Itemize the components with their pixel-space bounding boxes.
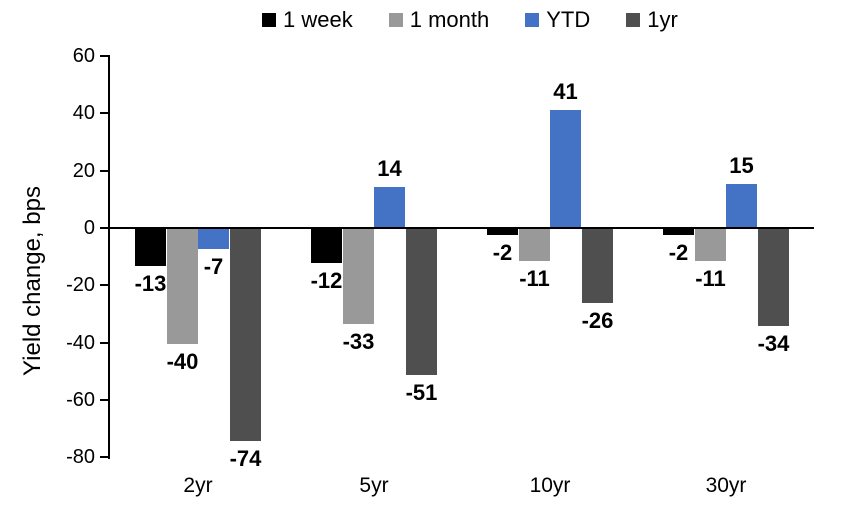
bar-10yr-1-week xyxy=(487,229,518,235)
y-axis-tick--80 xyxy=(100,456,108,459)
y-axis-tick-label-20: 20 xyxy=(72,159,95,182)
bar-value-label-30yr-1-month: -11 xyxy=(695,266,726,291)
y-axis-tick-label--20: -20 xyxy=(66,274,95,297)
bar-value-label-10yr-1yr: -26 xyxy=(581,308,614,333)
legend-item-1-month: 1 month xyxy=(388,7,490,32)
bar-30yr-1-month xyxy=(695,229,726,261)
y-axis-tick-label--80: -80 xyxy=(66,446,95,469)
bar-value-label-5yr-ytd: 14 xyxy=(377,156,402,181)
bar-value-label-10yr-1-month: -11 xyxy=(519,266,550,291)
y-axis-tick-label--60: -60 xyxy=(66,388,95,411)
bar-value-label-2yr-1yr: -74 xyxy=(229,446,262,471)
y-axis-tick-60 xyxy=(100,55,108,58)
x-axis-category-label-2yr: 2yr xyxy=(183,474,213,497)
x-axis-category-label-10yr: 10yr xyxy=(529,474,571,497)
bar-2yr-1-week xyxy=(135,229,166,266)
bar-2yr-ytd xyxy=(198,229,229,249)
legend-item-1yr: 1yr xyxy=(626,8,678,32)
y-axis-tick--60 xyxy=(100,398,108,401)
legend-label-1-month: 1 month xyxy=(409,7,490,32)
y-axis-tick-0 xyxy=(100,227,108,229)
bar-5yr-1yr xyxy=(406,229,437,375)
legend-swatch-1-week xyxy=(262,13,276,27)
bar-value-label-2yr-1-week: -13 xyxy=(134,271,167,296)
legend-label-1-week: 1 week xyxy=(283,7,353,32)
legend-swatch-1-month xyxy=(388,13,403,27)
bar-2yr-1-month xyxy=(167,229,198,344)
legend-label-ytd: YTD xyxy=(546,7,591,32)
legend-item-1-week: 1 week xyxy=(262,8,353,32)
legend-label-1yr: 1yr xyxy=(647,7,678,32)
y-axis-tick-label-0: 0 xyxy=(83,217,95,239)
bar-5yr-ytd xyxy=(374,187,405,227)
bar-value-label-5yr-1-month: -33 xyxy=(342,329,375,354)
chart-legend: 1 week 1 month YTD 1yr xyxy=(262,8,678,32)
y-axis-tick--20 xyxy=(100,284,108,287)
bar-value-label-5yr-1-week: -12 xyxy=(310,268,343,293)
y-axis-tick-label-40: 40 xyxy=(72,102,95,125)
legend-swatch-ytd xyxy=(525,13,540,27)
y-axis-tick-20 xyxy=(100,169,108,172)
legend-item-ytd: YTD xyxy=(525,8,590,32)
bar-value-label-30yr-ytd: 15 xyxy=(729,153,754,178)
bar-value-label-2yr-ytd: -7 xyxy=(203,254,224,279)
x-axis-category-label-30yr: 30yr xyxy=(705,474,747,497)
y-axis-tick-label-60: 60 xyxy=(72,45,95,68)
bar-30yr-1-week xyxy=(663,229,694,235)
bar-value-label-30yr-1yr: -34 xyxy=(757,331,790,356)
bar-value-label-30yr-1-week: -2 xyxy=(668,240,689,265)
bar-5yr-1-month xyxy=(343,229,374,324)
bar-10yr-1-month xyxy=(519,229,550,261)
bar-30yr-ytd xyxy=(726,184,757,227)
bar-2yr-1yr xyxy=(230,229,261,441)
legend-swatch-1yr xyxy=(626,13,641,27)
bar-5yr-1-week xyxy=(311,229,342,263)
bar-10yr-ytd xyxy=(550,110,581,227)
bar-value-label-2yr-1-month: -40 xyxy=(166,349,199,374)
bar-value-label-10yr-1-week: -2 xyxy=(492,240,513,265)
x-axis-category-label-5yr: 5yr xyxy=(359,474,389,497)
bar-value-label-10yr-ytd: 41 xyxy=(553,79,578,104)
bar-10yr-1yr xyxy=(582,229,613,303)
x-axis-zero-line xyxy=(108,227,814,229)
bar-30yr-1yr xyxy=(758,229,789,326)
y-axis-tick-40 xyxy=(100,112,108,115)
y-axis-tick--40 xyxy=(100,341,108,344)
y-axis-tick-label--40: -40 xyxy=(66,331,95,354)
y-axis-line xyxy=(108,55,110,459)
bar-value-label-5yr-1yr: -51 xyxy=(405,380,438,405)
